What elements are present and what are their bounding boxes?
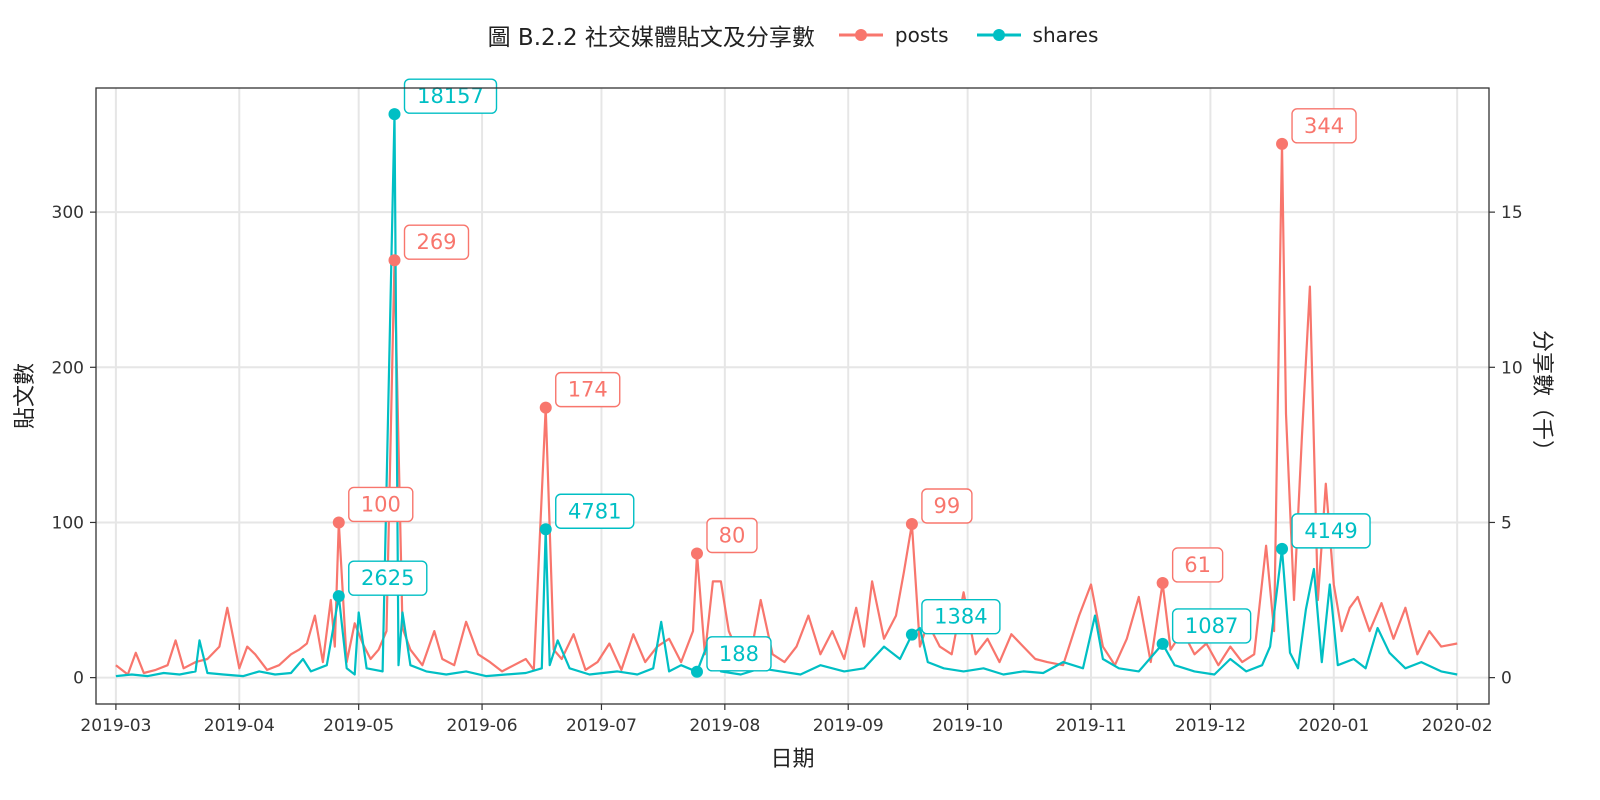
x-tick-label: 2019-09 [813, 716, 884, 736]
data-label-box-shares [706, 636, 772, 672]
x-axis-title: 日期 [770, 747, 814, 772]
data-point-posts [690, 547, 703, 560]
data-label-posts: 99 [934, 494, 961, 518]
x-tick-label: 2019-11 [1055, 716, 1126, 736]
data-label-box-posts [403, 224, 470, 260]
legend-item-shares: shares [976, 23, 1099, 47]
data-label-posts: 61 [1184, 553, 1211, 577]
data-point-shares [388, 108, 401, 121]
y2-tick-label: 5 [1501, 513, 1512, 533]
legend: 圖 B.2.2 社交媒體貼文及分享數 posts shares [0, 18, 1600, 52]
series-line-shares [115, 113, 1458, 678]
data-label-posts: 344 [1304, 114, 1344, 138]
data-label-shares: 2625 [361, 566, 414, 590]
y-axis-title: 貼文數 [13, 363, 38, 429]
data-point-shares [1276, 542, 1289, 555]
x-tick-label: 2020-01 [1298, 716, 1369, 736]
x-tick-label: 2019-08 [689, 716, 760, 736]
plot-border [95, 87, 1490, 705]
data-label-shares: 188 [719, 642, 759, 666]
legend-item-posts: posts [838, 23, 949, 47]
data-label-box-posts [1291, 108, 1357, 144]
data-label-box-shares [555, 493, 635, 529]
legend-label-shares: shares [1032, 23, 1099, 47]
y2-tick-label: 0 [1501, 669, 1512, 689]
plot-panel [96, 88, 1489, 704]
data-label-posts: 269 [416, 230, 456, 254]
y-tick-label: 100 [52, 513, 84, 533]
data-label-posts: 80 [719, 523, 746, 547]
data-point-posts [1156, 576, 1169, 589]
data-label-posts: 100 [361, 492, 401, 516]
data-label-box-posts [706, 517, 758, 554]
data-label-box-shares [921, 598, 1001, 635]
x-tick-label: 2019-05 [323, 716, 394, 736]
y2-tick-label: 10 [1501, 358, 1523, 378]
data-label-box-posts [921, 488, 973, 524]
data-label-shares: 4149 [1304, 519, 1357, 543]
legend-swatch-posts [838, 29, 883, 41]
data-label-shares: 4781 [568, 499, 621, 523]
legend-label-posts: posts [894, 23, 949, 47]
data-point-shares [1156, 637, 1169, 650]
x-tick-label: 2019-10 [932, 716, 1003, 736]
data-label-posts: 174 [568, 378, 608, 402]
data-label-box-shares [348, 560, 428, 596]
data-label-box-posts [348, 486, 414, 523]
data-label-box-shares [1291, 513, 1371, 549]
data-label-shares: 1087 [1185, 614, 1238, 638]
y-tick-label: 200 [52, 358, 84, 378]
data-point-posts [1276, 137, 1289, 150]
x-tick-label: 2019-06 [447, 716, 518, 736]
y2-axis-title: 分享數（千） [1529, 330, 1554, 462]
chart-title: 圖 B.2.2 社交媒體貼文及分享數 [487, 25, 815, 51]
data-label-box-posts [555, 371, 621, 408]
data-point-posts [539, 401, 552, 414]
y-tick-label: 300 [52, 203, 84, 223]
data-label-box-shares [1171, 608, 1252, 644]
data-point-shares [332, 590, 345, 603]
data-point-posts [388, 254, 401, 267]
data-label-shares: 1384 [934, 605, 987, 629]
data-point-posts [905, 518, 918, 531]
x-tick-label: 2019-04 [204, 716, 275, 736]
y2-tick-label: 15 [1501, 203, 1523, 223]
data-label-box-posts [1171, 547, 1224, 583]
x-tick-label: 2019-07 [566, 716, 637, 736]
x-tick-label: 2019-12 [1175, 716, 1246, 736]
x-tick-label: 2020-02 [1422, 716, 1493, 736]
data-point-shares [539, 523, 552, 536]
data-point-posts [332, 516, 345, 529]
legend-swatch-shares [976, 29, 1021, 41]
y-tick-label: 0 [73, 669, 84, 689]
data-point-shares [905, 628, 918, 641]
data-point-shares [690, 665, 703, 678]
x-tick-label: 2019-03 [80, 716, 151, 736]
